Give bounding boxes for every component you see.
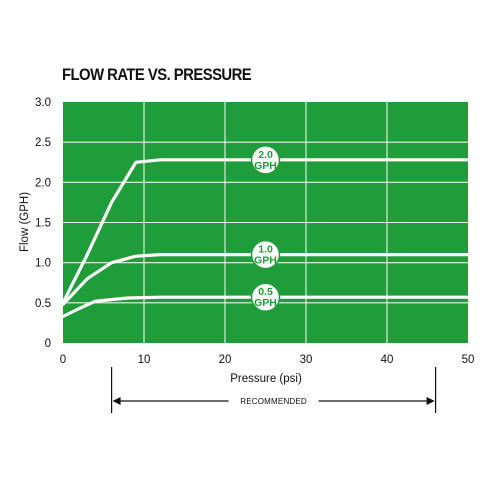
series-label-unit: GPH bbox=[254, 297, 277, 309]
recommended-range: RECOMMENDED bbox=[110, 367, 437, 413]
series-line bbox=[61, 253, 470, 306]
series-label-unit: GPH bbox=[254, 160, 277, 172]
x-tick-label: 10 bbox=[138, 354, 151, 366]
series-label-badge bbox=[250, 239, 281, 270]
series-label-value: 1.0 bbox=[258, 244, 273, 256]
series-label-value: 2.0 bbox=[258, 149, 273, 161]
y-tick-label: 2.0 bbox=[35, 177, 51, 189]
x-axis-label: Pressure (psi) bbox=[230, 373, 302, 385]
y-axis-label: Flow (GPH) bbox=[19, 192, 31, 252]
y-tick-label: 1.5 bbox=[35, 218, 51, 230]
y-tick-label: 0.5 bbox=[35, 298, 51, 310]
y-tick-label: 3.0 bbox=[35, 97, 51, 109]
x-tick-labels: 0 10 20 30 40 50 bbox=[60, 354, 475, 366]
x-tick-label: 0 bbox=[60, 354, 66, 366]
series-line bbox=[61, 295, 470, 319]
recommended-arrowhead-right bbox=[426, 397, 435, 405]
y-tick-label: 0 bbox=[45, 338, 51, 350]
x-tick-label: 50 bbox=[462, 354, 475, 366]
y-tick-labels: 0 0.5 1.0 1.5 2.0 2.5 3.0 bbox=[35, 97, 51, 350]
recommended-arrowhead-left bbox=[112, 397, 121, 405]
series-lines bbox=[61, 158, 470, 319]
x-tick-label: 20 bbox=[219, 354, 232, 366]
chart-title: FLOW RATE VS. PRESSURE bbox=[62, 66, 252, 84]
y-tick-label: 1.0 bbox=[35, 258, 51, 270]
series-label-unit: GPH bbox=[254, 255, 277, 267]
x-tick-label: 40 bbox=[381, 354, 394, 366]
recommended-label: RECOMMENDED bbox=[240, 397, 307, 406]
series-label-value: 0.5 bbox=[258, 286, 273, 298]
series-line bbox=[61, 158, 470, 305]
series-label-badge bbox=[250, 145, 281, 175]
y-tick-label: 2.5 bbox=[35, 137, 51, 149]
series-label-badge bbox=[250, 282, 281, 312]
x-tick-label: 30 bbox=[300, 354, 313, 366]
